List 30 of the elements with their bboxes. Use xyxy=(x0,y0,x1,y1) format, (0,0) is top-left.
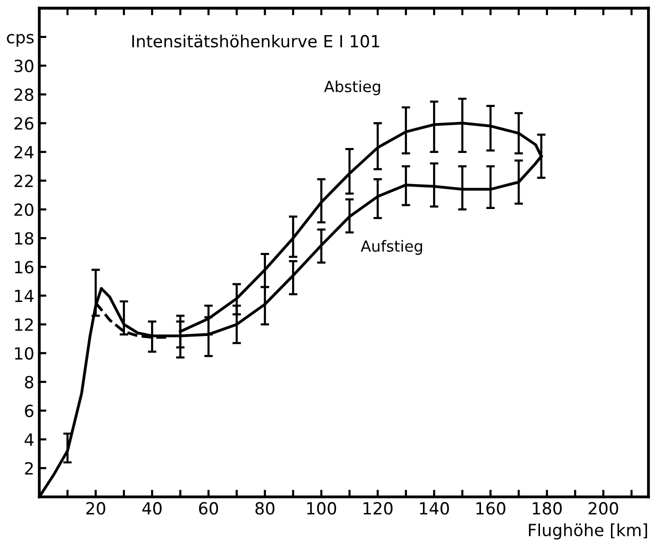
x-tick-label: 20 xyxy=(86,502,106,515)
x-tick-label: 40 xyxy=(142,502,162,515)
y-tick-label: 16 xyxy=(15,260,34,274)
y-tick-label: 4 xyxy=(24,434,34,446)
y-tick-label: 20 xyxy=(14,203,34,216)
x-tick-label: 200 xyxy=(588,502,618,515)
x-tick-label: 140 xyxy=(420,502,449,515)
y-tick-label: 22 xyxy=(14,174,33,187)
y-tick-label: 14 xyxy=(15,290,34,302)
y-tick-label: 30 xyxy=(14,60,34,72)
y-tick-label: 2 xyxy=(25,462,33,474)
x-tick-label: 80 xyxy=(255,502,274,515)
text: Abstieg xyxy=(324,80,380,96)
x-tick-label: 160 xyxy=(476,502,506,515)
x-tick-label: 60 xyxy=(199,502,218,515)
y-tick-label: 8 xyxy=(24,376,34,388)
y-tick-label: 12 xyxy=(15,318,33,331)
x-axis-title: Flughöhe [km] xyxy=(528,523,648,540)
y-tick-label: 18 xyxy=(15,232,34,245)
x-tick-label: 100 xyxy=(307,502,336,515)
y-tick-label: 10 xyxy=(15,347,34,360)
series-label: Aufstieg xyxy=(360,240,422,255)
x-tick-label: 120 xyxy=(364,502,393,515)
y-tick-label: 6 xyxy=(25,404,34,418)
y-tick-label: 28 xyxy=(14,88,34,101)
y-tick-label: cps xyxy=(6,34,34,47)
y-tick-label: 26 xyxy=(14,117,34,130)
x-tick-label: 180 xyxy=(532,502,562,515)
y-tick-label: 24 xyxy=(14,146,34,158)
text: Intensitätshöhenkurve E I 101 xyxy=(132,34,380,48)
